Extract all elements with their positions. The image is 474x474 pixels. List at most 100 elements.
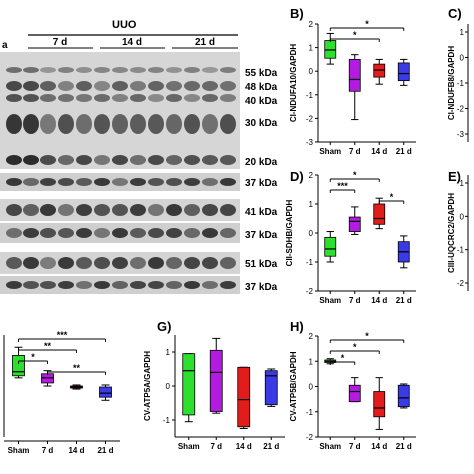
blot-band bbox=[184, 228, 200, 238]
blot-band bbox=[220, 257, 236, 269]
blot-band bbox=[6, 67, 22, 73]
blot-band bbox=[220, 281, 236, 289]
blot-band bbox=[40, 204, 56, 216]
significance-label: * bbox=[353, 30, 357, 40]
y-tick-label: -1 bbox=[306, 91, 314, 100]
marker-55kda: 55 kDa bbox=[245, 68, 278, 79]
panel-f: Sham 7 d 14 d 21 d******** bbox=[3, 330, 120, 455]
blot-band bbox=[40, 67, 56, 73]
blot-band bbox=[58, 155, 74, 165]
significance-label: * bbox=[353, 342, 357, 352]
blot-band bbox=[40, 114, 56, 134]
blot-band bbox=[184, 67, 200, 73]
band-label-51kda: 51 kDa bbox=[245, 259, 278, 270]
blot-band bbox=[40, 281, 56, 289]
y-tick-label: -2 bbox=[306, 287, 314, 296]
y-tick-label: 1 bbox=[309, 44, 314, 53]
y-axis-label: CIII-UQCRC2/GAPDH bbox=[447, 193, 456, 273]
blot-band bbox=[76, 155, 92, 165]
box-21d bbox=[264, 368, 278, 407]
blot-band bbox=[94, 204, 110, 216]
band-label-37kda-2: 37 kDa bbox=[245, 230, 278, 241]
blot-band bbox=[112, 228, 128, 238]
blot-band bbox=[6, 281, 22, 289]
blot-band bbox=[40, 155, 56, 165]
panel-label: B) bbox=[290, 6, 304, 21]
marker-30kda: 30 kDa bbox=[245, 118, 278, 129]
x-tick-label: 21 d bbox=[396, 442, 412, 451]
significance-label: * bbox=[365, 331, 369, 341]
blot-band bbox=[76, 81, 92, 91]
blot-band bbox=[76, 67, 92, 73]
box-iqr bbox=[348, 216, 361, 232]
blot-band bbox=[23, 94, 39, 102]
panel-label: E) bbox=[448, 169, 461, 184]
blot-band bbox=[23, 81, 39, 91]
blot-band bbox=[112, 81, 128, 91]
blot-band bbox=[166, 81, 182, 91]
blot-band bbox=[148, 228, 164, 238]
blot-band bbox=[76, 281, 92, 289]
blot-band bbox=[130, 257, 146, 269]
y-tick-label: 0 bbox=[166, 382, 171, 391]
x-tick-label: 21 d bbox=[97, 446, 113, 455]
blot-band bbox=[112, 67, 128, 73]
x-tick-label: 7 d bbox=[42, 446, 54, 455]
blot-band bbox=[220, 204, 236, 216]
y-tick-label: 1 bbox=[309, 357, 314, 366]
panel-c: C) 1 0 -1 -2 -3 CI-NDUFB8/GAPDH bbox=[447, 6, 469, 142]
blot-band bbox=[130, 204, 146, 216]
y-tick-label: 2 bbox=[309, 20, 314, 29]
blot-membrane-main bbox=[0, 52, 240, 169]
box-iqr bbox=[324, 236, 337, 257]
blot-band bbox=[112, 155, 128, 165]
western-blot: UUO a 7 d 14 d 21 d 55 kDa 48 kDa 40 kDa… bbox=[0, 19, 278, 294]
blot-band bbox=[130, 155, 146, 165]
box-21d bbox=[397, 235, 410, 269]
blot-band bbox=[202, 228, 218, 238]
box-iqr bbox=[12, 354, 25, 377]
blot-band bbox=[184, 81, 200, 91]
blot-band bbox=[40, 178, 56, 186]
box-21d bbox=[397, 58, 410, 86]
blot-group-label: UUO bbox=[112, 19, 137, 31]
blot-band bbox=[6, 178, 22, 186]
blot-band bbox=[58, 94, 74, 102]
blot-band bbox=[112, 204, 128, 216]
blot-band bbox=[202, 155, 218, 165]
blot-band bbox=[166, 204, 182, 216]
y-tick-label: -2 bbox=[306, 114, 314, 123]
blot-band bbox=[58, 257, 74, 269]
timepoint-label-21d: 21 d bbox=[195, 37, 215, 48]
blot-band bbox=[6, 81, 22, 91]
blot-band bbox=[220, 114, 236, 134]
y-tick-label: -2 bbox=[457, 105, 465, 114]
blot-band bbox=[184, 281, 200, 289]
blot-band bbox=[130, 178, 146, 186]
blot-band bbox=[202, 81, 218, 91]
significance-label: * bbox=[353, 170, 357, 180]
box-iqr bbox=[237, 366, 251, 428]
blot-band bbox=[58, 228, 74, 238]
box-14d bbox=[373, 377, 386, 430]
x-tick-label: 7 d bbox=[349, 442, 361, 451]
y-tick-label: 0 bbox=[309, 383, 314, 392]
blot-band bbox=[202, 257, 218, 269]
box-7d bbox=[209, 337, 223, 414]
blot-band bbox=[40, 94, 56, 102]
blot-band bbox=[94, 155, 110, 165]
blot-band bbox=[23, 67, 39, 73]
blot-band bbox=[184, 178, 200, 186]
blot-band bbox=[58, 114, 74, 134]
y-tick-label: -1 bbox=[306, 408, 314, 417]
y-tick-label: 0 bbox=[460, 54, 465, 63]
y-tick-label: -2 bbox=[457, 279, 465, 288]
panel-b: B) -3 -2 -1 0 1 2 CI-NDUFA10/GAPDH Sham 7 d 14 d 21… bbox=[289, 6, 416, 156]
blot-band bbox=[166, 114, 182, 134]
box-sham bbox=[324, 32, 337, 65]
box-21d bbox=[397, 383, 410, 409]
y-axis-label: CI-NDUFA10/GAPDH bbox=[289, 44, 298, 122]
significance-label: * bbox=[31, 352, 35, 362]
band-label-37kda-1: 37 kDa bbox=[245, 178, 278, 189]
